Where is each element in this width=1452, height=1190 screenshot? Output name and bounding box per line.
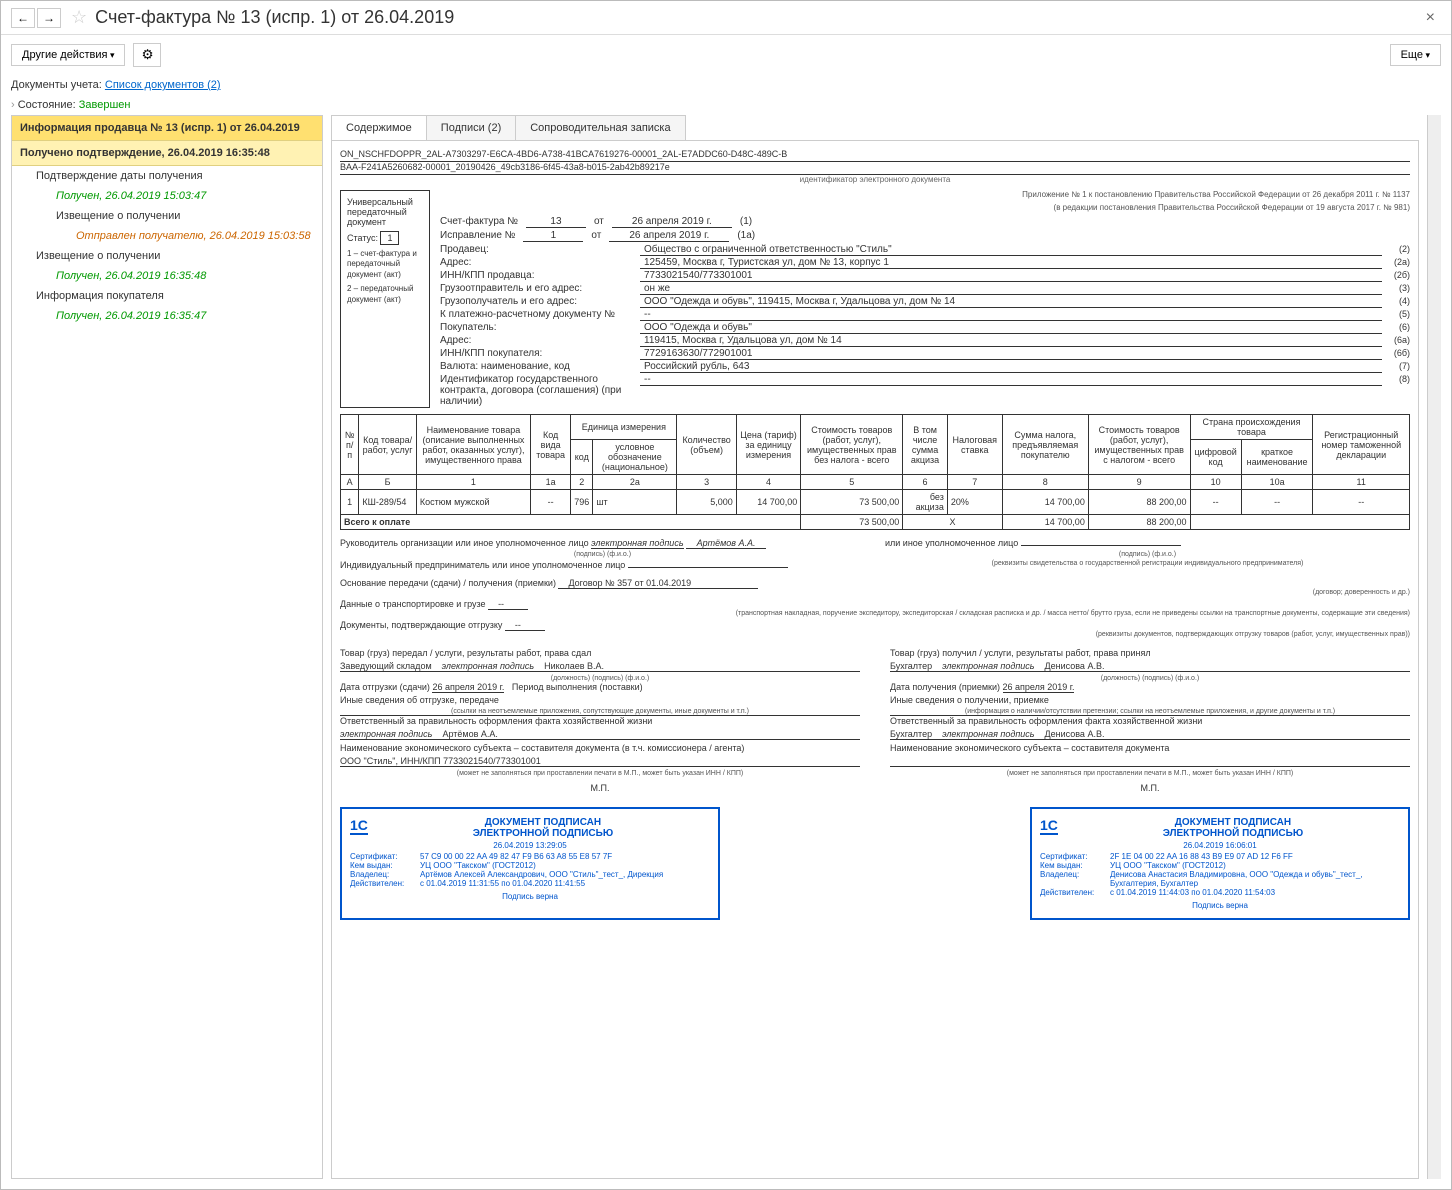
table-row: 1КШ-289/54 Костюм мужской-- 796шт 5,0001… — [341, 490, 1410, 515]
doc-id-label: идентификатор электронного документа — [340, 175, 1410, 184]
signature-stamp-left: 1С ДОКУМЕНТ ПОДПИСАН ЭЛЕКТРОННОЙ ПОДПИСЬ… — [340, 807, 720, 920]
field-row: Покупатель:ООО "Одежда и обувь"(6) — [440, 322, 1410, 334]
tree-icon-button[interactable]: ⚙ — [133, 43, 161, 67]
sidebar-header-confirm[interactable]: Получено подтверждение, 26.04.2019 16:35… — [12, 141, 322, 166]
field-row: Грузоотправитель и его адрес:он же(3) — [440, 283, 1410, 295]
back-button[interactable]: ← — [11, 8, 35, 28]
correction-date: 26 апреля 2019 г. — [609, 230, 729, 242]
document-view: ON_NSCHFDOPPR_2AL-A7303297-E6CA-4BD6-A73… — [331, 140, 1419, 1179]
state-label: Состояние: — [18, 99, 76, 111]
more-button[interactable]: Еще — [1390, 44, 1441, 66]
sidebar-item[interactable]: Информация покупателя — [12, 286, 322, 306]
docs-label: Документы учета: — [11, 79, 102, 91]
window-title: Счет-фактура № 13 (испр. 1) от 26.04.201… — [95, 7, 1420, 28]
field-row: Грузополучатель и его адрес:ООО "Одежда … — [440, 296, 1410, 308]
doc-id-2: BAA-F241A5260682-00001_20190426_49cb3186… — [340, 162, 1410, 175]
field-row: ИНН/КПП продавца:7733021540/773301001(2б… — [440, 270, 1410, 282]
sidebar-item[interactable]: Извещение о получении — [12, 246, 322, 266]
field-row: Идентификатор государственного контракта… — [440, 374, 1410, 407]
state-value: Завершен — [79, 99, 131, 111]
correction-num: 1 — [523, 230, 583, 242]
field-row: Адрес:119415, Москва г, Удальцова ул, до… — [440, 335, 1410, 347]
scrollbar[interactable] — [1427, 115, 1441, 1179]
field-row: ИНН/КПП покупателя:7729163630/772901001(… — [440, 348, 1410, 360]
upd-status: 1 — [380, 231, 399, 245]
sidebar-item[interactable]: Получен, 26.04.2019 16:35:47 — [12, 306, 322, 326]
sidebar-item[interactable]: Подтверждение даты получения — [12, 166, 322, 186]
sidebar-item[interactable]: Извещение о получении — [12, 206, 322, 226]
close-icon[interactable]: × — [1420, 9, 1441, 27]
star-icon[interactable]: ☆ — [71, 7, 87, 28]
upd-title: Универсальный передаточный документ — [347, 197, 423, 227]
field-row: Адрес:125459, Москва г, Туристская ул, д… — [440, 257, 1410, 269]
docs-link[interactable]: Список документов (2) — [105, 79, 221, 91]
tab-content[interactable]: Содержимое — [331, 115, 427, 140]
field-row: К платежно-расчетному документу №--(5) — [440, 309, 1410, 321]
sidebar-item[interactable]: Отправлен получателю, 26.04.2019 15:03:5… — [12, 226, 322, 246]
sidebar-header-seller[interactable]: Информация продавца № 13 (испр. 1) от 26… — [12, 116, 322, 141]
sidebar-item[interactable]: Получен, 26.04.2019 16:35:48 — [12, 266, 322, 286]
tab-cover-note[interactable]: Сопроводительная записка — [515, 115, 685, 140]
sidebar-item[interactable]: Получен, 26.04.2019 15:03:47 — [12, 186, 322, 206]
forward-button[interactable]: → — [37, 8, 61, 28]
other-actions-button[interactable]: Другие действия — [11, 44, 125, 66]
tab-signatures[interactable]: Подписи (2) — [426, 115, 516, 140]
signature-stamp-right: 1С ДОКУМЕНТ ПОДПИСАН ЭЛЕКТРОННОЙ ПОДПИСЬ… — [1030, 807, 1410, 920]
sidebar: Информация продавца № 13 (испр. 1) от 26… — [11, 115, 323, 1179]
items-table: № п/п Код товара/ работ, услуг Наименова… — [340, 414, 1410, 530]
field-row: Продавец:Общество с ограниченной ответст… — [440, 244, 1410, 256]
invoice-date: 26 апреля 2019 г. — [612, 216, 732, 228]
doc-id-1: ON_NSCHFDOPPR_2AL-A7303297-E6CA-4BD6-A73… — [340, 149, 1410, 162]
field-row: Валюта: наименование, кодРоссийский рубл… — [440, 361, 1410, 373]
invoice-num: 13 — [526, 216, 586, 228]
